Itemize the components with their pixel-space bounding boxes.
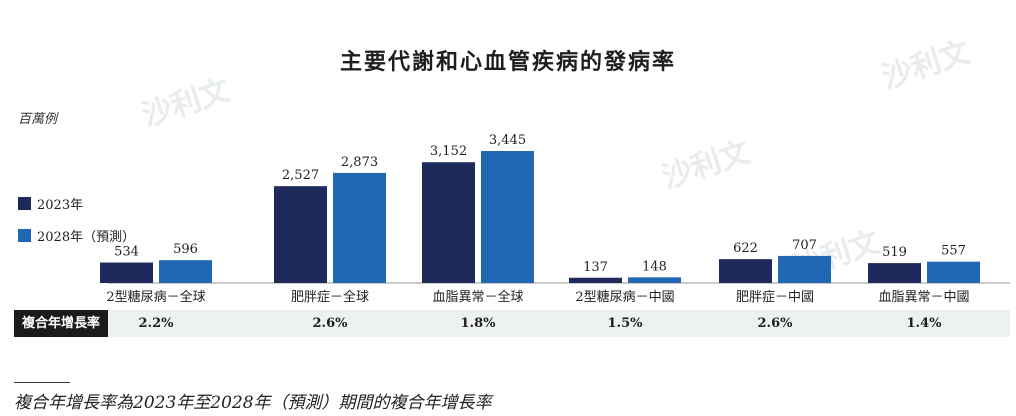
cagr-value: 1.4%	[906, 316, 942, 331]
cagr-value: 2.6%	[312, 316, 348, 331]
legend-label-2028: 2028年（預測）	[37, 229, 136, 245]
x-tick-label: 血脂異常－中國	[878, 290, 969, 305]
legend-label-2023: 2023年	[37, 197, 84, 213]
x-tick-label: 肥胖症－中國	[736, 290, 814, 305]
legend-item-2023: 2023年	[18, 194, 135, 213]
footnote: 複合年增長率為2023年至2028年（預測）期間的複合年增長率	[14, 393, 492, 413]
legend-swatch-2028	[18, 228, 31, 242]
x-tick-label: 2型糖尿病－中國	[575, 289, 674, 305]
footnote-divider	[14, 382, 70, 383]
x-tick-label: 2型糖尿病－全球	[106, 289, 205, 305]
bar	[274, 186, 327, 283]
bar	[927, 261, 980, 283]
bar-value-label: 3,445	[489, 133, 526, 148]
bar	[719, 259, 772, 283]
cagr-value: 1.8%	[460, 316, 496, 331]
bar	[333, 172, 386, 283]
legend: 2023年 2028年（預測）	[18, 194, 135, 258]
bar-value-label: 534	[114, 245, 139, 260]
bar	[569, 277, 622, 283]
cagr-value: 2.2%	[138, 316, 174, 331]
bar	[868, 263, 921, 283]
x-tick-label: 血脂異常－全球	[432, 289, 523, 305]
legend-swatch-2023	[18, 196, 31, 210]
cagr-value: 1.5%	[607, 316, 643, 331]
chart-title: 主要代謝和心血管疾病的發病率	[339, 50, 676, 75]
legend-item-2028: 2028年（預測）	[18, 226, 136, 245]
bar	[481, 151, 534, 283]
bar	[100, 262, 153, 283]
bar-value-label: 137	[583, 260, 608, 275]
bar	[778, 255, 831, 283]
cagr-row	[14, 310, 1010, 337]
bar	[628, 277, 681, 283]
bar	[159, 260, 212, 283]
bar-value-label: 557	[941, 244, 966, 259]
bar-value-label: 707	[792, 238, 817, 253]
bar-value-label: 622	[733, 241, 758, 256]
bar-value-label: 2,873	[341, 155, 378, 170]
unit-label: 百萬例	[18, 112, 58, 127]
bar	[422, 162, 475, 283]
bar-value-label: 148	[642, 259, 667, 274]
bar-chart: 534 596 2型糖尿病－全球 2,527 2,873 肥胖症－全球 3,152 3,445…	[100, 133, 1010, 305]
bar-value-label: 3,152	[430, 144, 467, 159]
bar-value-label: 2,527	[282, 168, 319, 183]
cagr-value: 2.6%	[757, 316, 793, 331]
cagr-row-label: 複合年增長率	[14, 310, 108, 337]
bar-value-label: 596	[173, 242, 198, 257]
bar-value-label: 519	[882, 245, 907, 260]
x-tick-label: 肥胖症－全球	[291, 289, 369, 305]
